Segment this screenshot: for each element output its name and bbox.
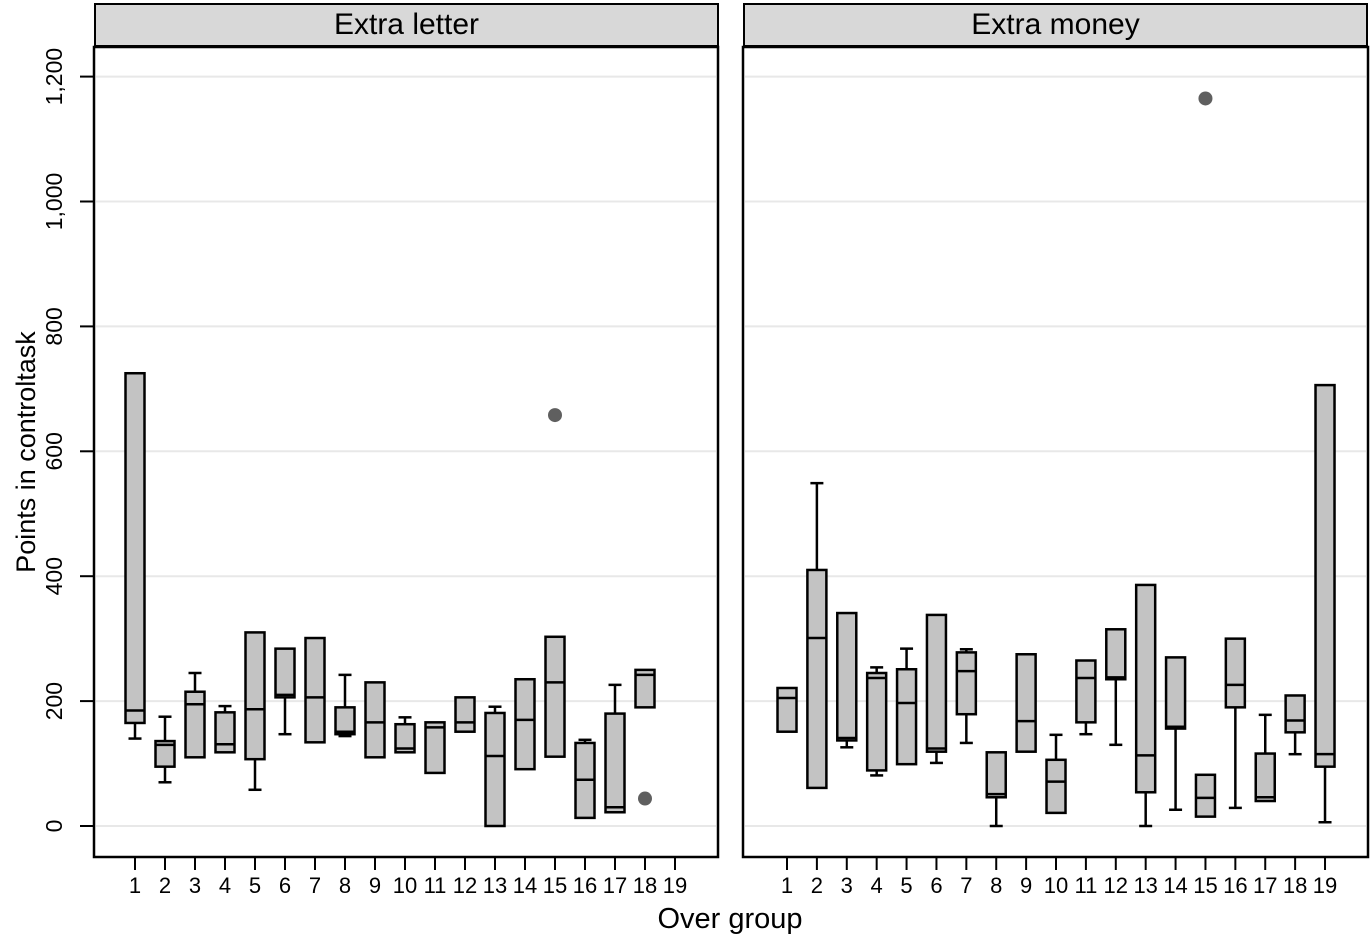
x-tick-label: 14 <box>513 873 537 898</box>
box-group-12 <box>454 696 476 733</box>
x-tick-label: 18 <box>633 873 657 898</box>
box-group-4 <box>214 711 236 754</box>
box-group-11 <box>1075 659 1097 724</box>
x-tick-label: 9 <box>369 873 381 898</box>
x-tick-label: 12 <box>1104 873 1128 898</box>
box-group-18 <box>1284 694 1306 734</box>
x-tick-label: 3 <box>189 873 201 898</box>
box-group-8 <box>985 751 1007 799</box>
box-group-6 <box>274 647 296 699</box>
x-tick-label: 4 <box>871 873 883 898</box>
box-group-8 <box>334 706 356 736</box>
panel-title-extra-money: Extra money <box>971 8 1140 41</box>
x-tick-label: 11 <box>424 873 447 898</box>
box-group-2 <box>806 568 828 790</box>
box-group-7 <box>304 636 326 744</box>
x-tick-label: 7 <box>309 873 321 898</box>
x-tick-label: 8 <box>339 873 351 898</box>
x-tick-label: 10 <box>393 873 417 898</box>
x-tick-label: 2 <box>811 873 823 898</box>
box-group-15 <box>544 635 566 758</box>
y-tick-label: 200 <box>41 682 67 720</box>
x-tick-label: 15 <box>543 873 567 898</box>
outlier-dot <box>1198 91 1213 106</box>
box-group-9 <box>1015 653 1037 753</box>
x-tick-label: 12 <box>453 873 477 898</box>
box-group-2 <box>154 739 176 768</box>
x-tick-label: 14 <box>1163 873 1187 898</box>
x-tick-label: 1 <box>129 873 141 898</box>
y-tick-label: 1,200 <box>41 48 67 106</box>
box-group-17 <box>604 712 626 814</box>
panel-header-extra-money: Extra money <box>743 3 1368 47</box>
box-group-12 <box>1105 628 1127 681</box>
box-group-11 <box>424 721 446 775</box>
box-group-3 <box>184 690 206 759</box>
x-tick-label: 19 <box>663 873 687 898</box>
x-tick-label: 10 <box>1044 873 1068 898</box>
x-tick-label: 7 <box>960 873 972 898</box>
x-tick-label: 5 <box>900 873 912 898</box>
box-group-10 <box>1045 758 1067 815</box>
box-group-16 <box>1224 637 1247 709</box>
x-tick-label: 11 <box>1074 873 1097 898</box>
box-group-13 <box>484 711 506 828</box>
y-tick-label: 1,000 <box>41 173 67 231</box>
x-tick-label: 15 <box>1193 873 1217 898</box>
outlier-dot <box>638 791 652 806</box>
box-group-17 <box>1254 752 1276 803</box>
x-tick-label: 17 <box>1253 873 1277 898</box>
x-tick-label: 13 <box>1133 873 1157 898</box>
box-group-13 <box>1134 583 1157 794</box>
box-group-4 <box>865 671 888 772</box>
box-group-5 <box>244 631 266 761</box>
x-tick-label: 8 <box>990 873 1002 898</box>
x-tick-label: 5 <box>249 873 261 898</box>
x-tick-label: 9 <box>1020 873 1032 898</box>
x-tick-label: 2 <box>159 873 171 898</box>
x-tick-label: 4 <box>219 873 231 898</box>
x-tick-label: 17 <box>603 873 627 898</box>
box-group-18 <box>634 668 656 709</box>
box-group-14 <box>514 677 536 771</box>
x-tick-label: 19 <box>1313 873 1337 898</box>
box-group-5 <box>895 668 918 766</box>
box-group-6 <box>925 613 948 753</box>
y-tick-label: 400 <box>41 557 67 595</box>
y-tick-label: 800 <box>41 307 67 345</box>
panel-header-extra-letter: Extra letter <box>94 3 719 47</box>
panel-title-extra-letter: Extra letter <box>333 8 480 41</box>
outlier-dot <box>548 408 562 423</box>
x-tick-label: 16 <box>573 873 597 898</box>
x-tick-label: 6 <box>930 873 942 898</box>
box-group-14 <box>1164 656 1187 730</box>
y-axis-title: Points in controltask <box>11 331 41 573</box>
box-group-19 <box>1314 383 1336 768</box>
x-tick-label: 6 <box>279 873 291 898</box>
box-group-7 <box>955 651 978 716</box>
x-tick-label: 13 <box>483 873 507 898</box>
x-tick-label: 16 <box>1223 873 1247 898</box>
x-tick-label: 18 <box>1283 873 1307 898</box>
box-group-15 <box>1194 773 1217 818</box>
x-tick-label: 3 <box>841 873 853 898</box>
x-tick-label: 1 <box>781 873 793 898</box>
box-group-3 <box>836 611 858 742</box>
y-tick-label: 600 <box>41 432 67 470</box>
box-group-10 <box>394 722 416 754</box>
box-group-1 <box>124 371 146 725</box>
x-axis-title: Over group <box>657 903 803 935</box>
y-tick-label: 0 <box>41 820 67 833</box>
box-group-1 <box>776 686 798 733</box>
box-group-9 <box>364 681 386 759</box>
